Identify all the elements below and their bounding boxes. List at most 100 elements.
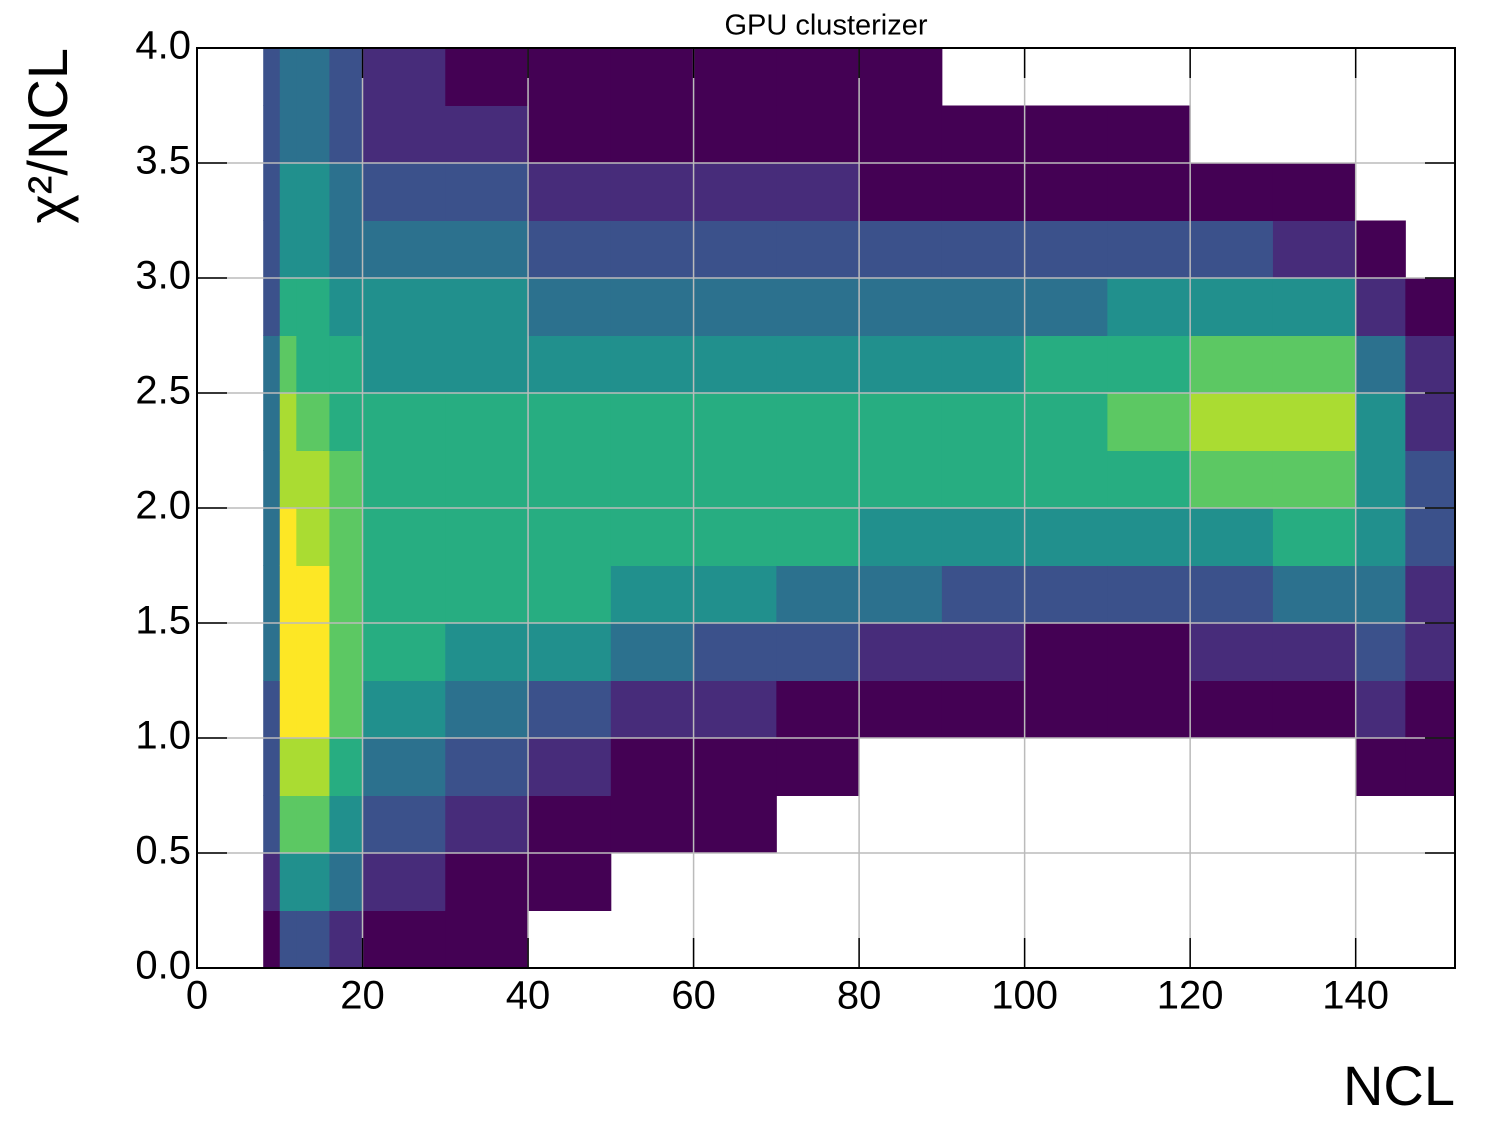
heat-cell [1024,623,1108,681]
heat-cell [296,623,330,681]
heat-cell [859,335,943,394]
heat-cell [1024,393,1108,451]
heat-cell [1272,163,1357,221]
x-tick-label: 100 [991,974,1058,1018]
heat-cell [776,163,860,221]
y-tick-label: 2.5 [135,369,191,413]
heat-cell [610,795,695,854]
heat-cell [329,910,364,969]
heat-cell [296,565,330,624]
y-axis-label: χ²/NCL [16,48,79,224]
heat-cell [445,795,529,854]
heat-cell [445,105,529,164]
heat-cell [1272,680,1357,739]
heat-cell [528,48,612,106]
heat-cell [693,163,777,221]
heat-cell [279,565,297,624]
heat-cell [1024,163,1108,221]
heat-cell [279,623,297,681]
heat-cell [1107,680,1191,739]
heat-cell [1107,450,1191,509]
heat-cell [1107,220,1191,279]
heat-cell [693,623,777,681]
x-tick-label: 120 [1157,974,1224,1018]
heat-cell [263,508,281,566]
heat-cell [329,220,364,279]
heat-cell [1272,450,1357,509]
heat-cell [528,565,612,624]
heat-cell [528,105,612,164]
heat-cell [296,105,330,164]
heat-cell [610,278,695,336]
heat-cell [941,623,1026,681]
heat-cell [1272,393,1357,451]
heat-cell [279,910,297,969]
heat-cell [693,220,777,279]
heat-cell [528,278,612,336]
heat-cell [1190,393,1274,451]
heat-cell [445,508,529,566]
heat-cell [445,738,529,796]
heat-cell [362,565,446,624]
heat-cell [362,163,446,221]
heat-cell [1272,623,1357,681]
heat-cell [1107,278,1191,336]
heat-cell [362,393,446,451]
heat-cell [296,48,330,106]
heat-cell [279,680,297,739]
heat-cell [279,508,297,566]
heat-cell [528,623,612,681]
heat-cell [329,738,364,796]
heat-cell [941,565,1026,624]
heat-cell [263,623,281,681]
heat-cell [859,623,943,681]
heat-cell [329,105,364,164]
heat-cell [776,623,860,681]
heat-cell [445,853,529,911]
heat-cell [693,680,777,739]
heat-cell [445,163,529,221]
heat-cell [279,450,297,509]
heat-cell [296,450,330,509]
heat-cell [1024,565,1108,624]
heat-cell [610,163,695,221]
heat-cell [1107,335,1191,394]
heat-cell [445,393,529,451]
heat-cell [263,565,281,624]
heat-cell [1024,680,1108,739]
heat-cell [941,105,1026,164]
heat-cell [362,450,446,509]
heat-cell [776,393,860,451]
heat-cell [362,853,446,911]
heat-cell [263,278,281,336]
heat-cell [941,450,1026,509]
x-axis-label: NCL [1343,1054,1455,1117]
heat-cell [296,220,330,279]
heat-cell [1190,220,1274,279]
heat-cell [528,853,612,911]
heat-cell [445,220,529,279]
y-tick-label: 3.0 [135,254,191,298]
heat-cell [693,450,777,509]
heat-cell [941,508,1026,566]
heat-cell [693,795,777,854]
heat-cell [329,680,364,739]
heat-cell [1355,680,1406,739]
heat-cell [329,450,364,509]
heat-cell [859,105,943,164]
heat-cell [263,48,281,106]
heat-cell [329,508,364,566]
heat-cell [1355,623,1406,681]
x-tick-label: 80 [837,974,882,1018]
x-tick-label: 0 [186,974,208,1018]
heat-cell [1355,450,1406,509]
heat-cell [1190,508,1274,566]
heat-cell [362,335,446,394]
heat-cell [1272,508,1357,566]
heat-cell [528,335,612,394]
heat-cell [329,335,364,394]
y-tick-label: 0.0 [135,944,191,988]
heat-cell [296,508,330,566]
heat-cell [859,450,943,509]
